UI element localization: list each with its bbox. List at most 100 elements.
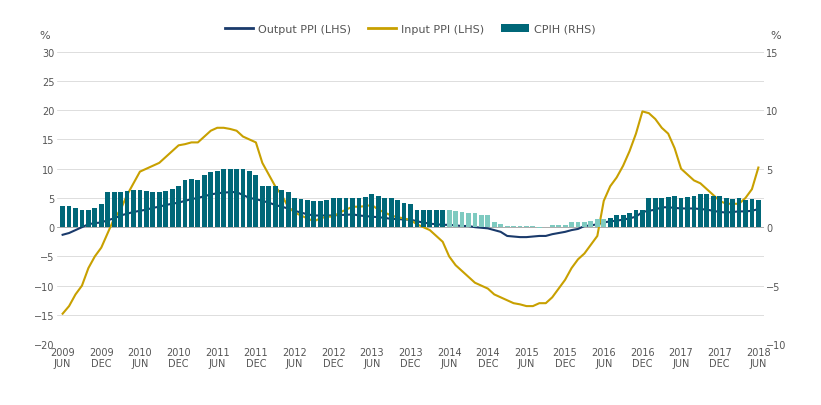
Bar — [182, 181, 187, 228]
Bar — [286, 193, 291, 228]
Bar — [511, 226, 516, 228]
Bar — [311, 202, 316, 228]
Bar — [401, 203, 406, 228]
Bar — [331, 198, 336, 228]
Bar — [60, 207, 65, 228]
Bar — [383, 198, 388, 228]
Legend: Output PPI (LHS), Input PPI (LHS), CPIH (RHS): Output PPI (LHS), Input PPI (LHS), CPIH … — [221, 20, 600, 39]
Bar — [67, 207, 71, 228]
Bar — [582, 223, 587, 228]
Bar — [485, 216, 490, 228]
Bar — [466, 213, 471, 228]
Bar — [86, 210, 91, 228]
Bar — [640, 210, 644, 228]
Bar — [170, 189, 175, 228]
Bar — [177, 187, 181, 228]
Bar — [215, 172, 220, 228]
Bar — [99, 204, 103, 228]
Bar — [421, 210, 426, 228]
Bar — [234, 169, 239, 228]
Bar — [247, 172, 252, 228]
Bar — [369, 195, 374, 228]
Bar — [718, 196, 722, 228]
Bar — [118, 193, 123, 228]
Bar — [685, 197, 690, 228]
Bar — [131, 190, 136, 228]
Bar — [125, 192, 130, 228]
Bar — [537, 228, 542, 229]
Bar — [202, 175, 207, 228]
Bar — [460, 213, 465, 228]
Bar — [299, 200, 304, 228]
Bar — [209, 173, 213, 228]
Bar — [601, 220, 606, 228]
Bar — [447, 210, 452, 228]
Bar — [266, 187, 271, 228]
Bar — [517, 226, 522, 228]
Bar — [163, 192, 168, 228]
Bar — [704, 195, 709, 228]
Bar — [356, 198, 361, 228]
Bar — [646, 198, 651, 228]
Bar — [318, 202, 323, 228]
Bar — [73, 209, 78, 228]
Bar — [433, 210, 438, 228]
Text: %: % — [39, 31, 50, 41]
Bar — [666, 197, 671, 228]
Bar — [750, 200, 754, 228]
Bar — [659, 198, 664, 228]
Bar — [344, 198, 348, 228]
Bar — [157, 193, 162, 228]
Bar — [292, 198, 297, 228]
Bar — [562, 225, 567, 228]
Bar — [589, 222, 594, 228]
Bar — [93, 209, 97, 228]
Bar — [350, 198, 355, 228]
Bar — [473, 213, 477, 228]
Bar — [195, 181, 200, 228]
Bar — [241, 169, 245, 228]
Bar — [498, 224, 503, 228]
Bar — [672, 196, 677, 228]
Bar — [137, 190, 142, 228]
Bar — [227, 169, 232, 228]
Bar — [505, 226, 510, 228]
Bar — [595, 220, 599, 228]
Bar — [736, 198, 741, 228]
Bar — [222, 169, 226, 228]
Bar — [479, 216, 484, 228]
Bar — [608, 218, 612, 228]
Bar — [627, 213, 632, 228]
Bar — [376, 196, 381, 228]
Bar — [492, 223, 497, 228]
Bar — [150, 193, 155, 228]
Bar — [743, 201, 748, 228]
Bar — [363, 197, 368, 228]
Bar — [453, 211, 458, 228]
Bar — [415, 210, 420, 228]
Bar — [524, 226, 529, 228]
Bar — [389, 198, 393, 228]
Bar — [337, 198, 342, 228]
Bar — [576, 223, 580, 228]
Bar — [756, 201, 761, 228]
Bar — [260, 187, 264, 228]
Bar — [724, 198, 728, 228]
Bar — [653, 198, 658, 228]
Text: %: % — [771, 31, 782, 41]
Bar — [569, 223, 574, 228]
Bar — [530, 226, 535, 228]
Bar — [440, 210, 445, 228]
Bar — [80, 210, 85, 228]
Bar — [305, 201, 310, 228]
Bar — [395, 201, 400, 228]
Bar — [614, 216, 619, 228]
Bar — [557, 225, 561, 228]
Bar — [634, 210, 639, 228]
Bar — [273, 187, 277, 228]
Bar — [189, 180, 194, 228]
Bar — [112, 193, 117, 228]
Bar — [711, 196, 716, 228]
Bar — [279, 190, 284, 228]
Bar — [144, 192, 149, 228]
